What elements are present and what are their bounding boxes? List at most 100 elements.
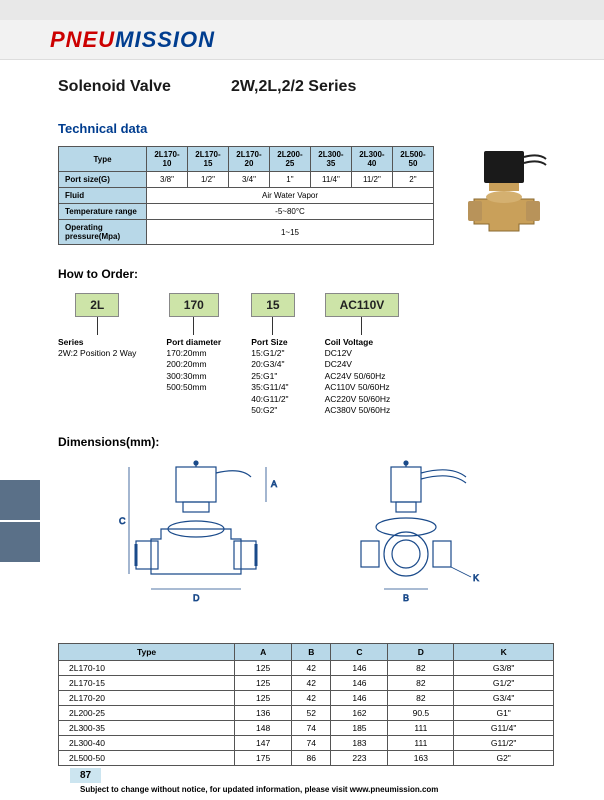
order-item: 25:G1" [251, 371, 288, 382]
order-item: 35:G11/4" [251, 382, 288, 393]
tech-col: 2L300-40 [351, 147, 392, 172]
dims-cell: G1/2" [454, 675, 554, 690]
dims-row: 2L300-3514874185111G11/4" [59, 720, 554, 735]
dims-cell: 2L500-50 [59, 750, 235, 765]
dimension-drawings: C D A [58, 459, 554, 629]
tech-col: 2L170-15 [187, 147, 228, 172]
dims-row: 2L170-151254214682G1/2" [59, 675, 554, 690]
page-number: 87 [70, 768, 101, 783]
dims-col: K [454, 643, 554, 660]
order-item: AC110V 50/60Hz [325, 382, 391, 393]
order-connector [97, 317, 98, 335]
tech-table: Type2L170-102L170-152L170-202L200-252L30… [58, 146, 434, 245]
dimensions-heading: Dimensions(mm): [58, 435, 554, 449]
order-connector [272, 317, 273, 335]
dims-cell: 2L200-25 [59, 705, 235, 720]
order-connector [361, 317, 362, 335]
front-view-drawing: C D A [101, 459, 291, 629]
order-item: DC12V [325, 348, 391, 359]
tech-data-heading: Technical data [58, 121, 554, 136]
tech-col: 2L500-50 [392, 147, 433, 172]
dims-row: 2L170-201254214682G3/4" [59, 690, 554, 705]
dims-cell: 125 [235, 675, 292, 690]
brand-logo: PNEUMISSION [50, 27, 215, 53]
title-row: Solenoid Valve 2W,2L,2/2 Series [58, 78, 554, 96]
dims-cell: 74 [292, 720, 331, 735]
order-box: 170 [169, 293, 219, 317]
tech-col: 2L300-35 [310, 147, 351, 172]
dims-cell: 86 [292, 750, 331, 765]
order-column: 2LSeries2W:2 Position 2 Way [58, 293, 136, 417]
dims-col: D [388, 643, 454, 660]
tech-area: Type2L170-102L170-152L170-202L200-252L30… [58, 146, 554, 245]
order-item: 170:20mm [166, 348, 206, 359]
tech-col: 2L170-20 [228, 147, 269, 172]
order-row: 2LSeries2W:2 Position 2 Way170Port diame… [58, 293, 554, 417]
dims-cell: 185 [331, 720, 388, 735]
dimensions-table: TypeABCDK 2L170-101254214682G3/8"2L170-1… [58, 643, 554, 766]
dims-cell: 42 [292, 675, 331, 690]
dims-col: A [235, 643, 292, 660]
dims-cell: G11/2" [454, 735, 554, 750]
tech-cell: 1/2" [187, 172, 228, 188]
dims-cell: 146 [331, 690, 388, 705]
svg-text:A: A [271, 479, 277, 489]
dims-row: 2L170-101254214682G3/8" [59, 660, 554, 675]
order-item: AC380V 50/60Hz [325, 405, 391, 416]
dims-cell: 223 [331, 750, 388, 765]
order-item: 500:50mm [166, 382, 206, 393]
order-column: 15Port Size15:G1/2"20:G3/4"25:G1"35:G11/… [251, 293, 294, 417]
dims-cell: 82 [388, 690, 454, 705]
order-item: 2W:2 Position 2 Way [58, 348, 136, 359]
tech-label: Fluid [59, 188, 147, 204]
logo-part1: PNEU [50, 27, 115, 52]
dims-row: 2L300-4014774183111G11/2" [59, 735, 554, 750]
order-items: 2W:2 Position 2 Way [58, 348, 136, 359]
dims-cell: 147 [235, 735, 292, 750]
footer-note: Subject to change without notice, for up… [80, 785, 554, 794]
order-items: 15:G1/2"20:G3/4"25:G1"35:G11/4"40:G11/2"… [251, 348, 288, 417]
side-thumbnails [0, 480, 40, 564]
tech-label: Port size(G) [59, 172, 147, 188]
order-item: 40:G11/2" [251, 394, 288, 405]
dims-cell: 52 [292, 705, 331, 720]
dims-row: 2L200-251365216290.5G1" [59, 705, 554, 720]
order-item: 50:G2" [251, 405, 288, 416]
dims-cell: G3/4" [454, 690, 554, 705]
dims-cell: 146 [331, 660, 388, 675]
dims-cell: 2L170-15 [59, 675, 235, 690]
dims-cell: 148 [235, 720, 292, 735]
tech-cell: -5~80°C [147, 204, 434, 220]
dims-cell: 74 [292, 735, 331, 750]
order-items: DC12VDC24VAC24V 50/60HzAC110V 50/60HzAC2… [325, 348, 391, 417]
dims-row: 2L500-5017586223163G2" [59, 750, 554, 765]
dims-cell: G2" [454, 750, 554, 765]
svg-text:B: B [403, 593, 409, 603]
order-item: AC24V 50/60Hz [325, 371, 391, 382]
tech-cell: 1~15 [147, 220, 434, 245]
tech-label: Operating pressure(Mpa) [59, 220, 147, 245]
dims-col: C [331, 643, 388, 660]
footer: 87 Subject to change without notice, for… [0, 765, 604, 794]
tech-cell: 11/2" [351, 172, 392, 188]
dims-cell: G1" [454, 705, 554, 720]
dims-cell: 2L170-20 [59, 690, 235, 705]
dims-cell: 2L300-40 [59, 735, 235, 750]
dims-cell: 82 [388, 675, 454, 690]
order-label: Series [58, 337, 84, 347]
svg-text:C: C [119, 516, 126, 526]
tech-row: FluidAir Water Vapor [59, 188, 434, 204]
tech-cell: 1" [269, 172, 310, 188]
side-view-drawing: B K [321, 459, 511, 629]
tech-row: Port size(G)3/8"1/2"3/4"1"11/4"11/2"2" [59, 172, 434, 188]
order-box: 15 [251, 293, 294, 317]
order-label: Coil Voltage [325, 337, 374, 347]
series-title: 2W,2L,2/2 Series [231, 78, 356, 96]
order-item: AC220V 50/60Hz [325, 394, 391, 405]
logo-part2: MISSION [115, 27, 215, 52]
product-title: Solenoid Valve [58, 78, 171, 96]
dims-cell: 82 [388, 660, 454, 675]
dims-cell: 146 [331, 675, 388, 690]
dims-cell: G3/8" [454, 660, 554, 675]
dims-cell: 42 [292, 690, 331, 705]
